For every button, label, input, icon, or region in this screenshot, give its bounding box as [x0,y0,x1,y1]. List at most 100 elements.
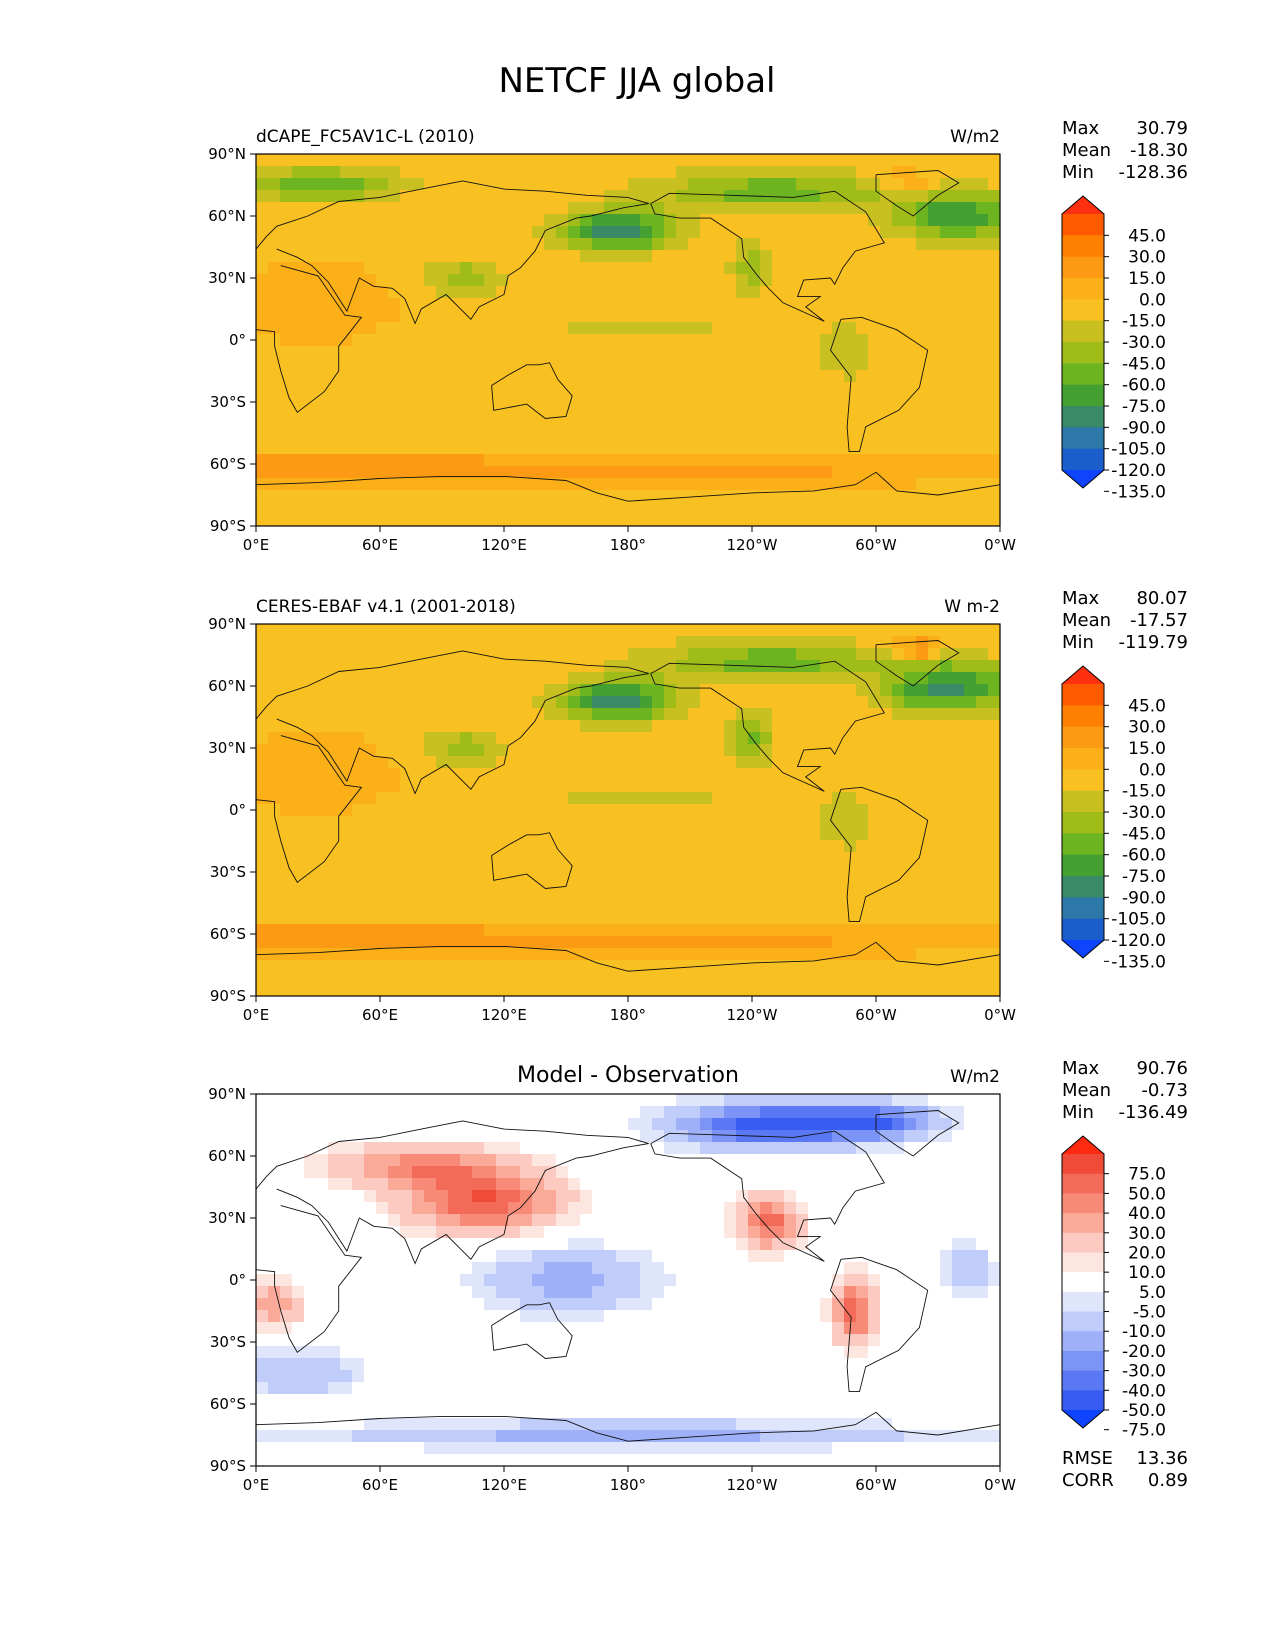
colorbar-segment [1062,214,1104,236]
lon-tick-label: 0°W [984,536,1016,554]
lat-tick-label: 90°N [208,1085,246,1103]
lon-tick-label: 0°E [243,1476,270,1494]
stat-label: Min [1062,162,1094,183]
colorbar-level-label: -45.0 [1122,824,1166,844]
colorbar-extend-min [1062,940,1104,958]
colorbar-level-label: 5.0 [1139,1283,1166,1303]
colorbar-segment [1062,1252,1104,1273]
lon-tick-label: 180° [610,1006,646,1024]
stat-value: 90.76 [1136,1058,1188,1079]
colorbar-level-label: -135.0 [1111,952,1166,972]
lon-tick-label: 0°W [984,1006,1016,1024]
figure-title: NETCF JJA global [498,61,775,101]
colorbar-level-label: -75.0 [1122,397,1166,417]
stat-value: -136.49 [1119,1102,1188,1123]
colorbar-segment [1062,1350,1104,1372]
coastlines [256,1110,1000,1442]
colorbar-segment [1062,876,1104,898]
stat-label: Max [1062,1058,1100,1079]
colorbar-level-label: -60.0 [1122,846,1166,866]
colorbar-level-label: -5.0 [1133,1303,1166,1323]
colorbar: 45.030.015.00.0-15.0-30.0-45.0-60.0-75.0… [1061,195,1166,502]
colorbar-segment [1062,342,1104,364]
colorbar-segment [1062,1232,1104,1253]
lon-tick-label: 60°E [362,536,398,554]
coastlines [256,640,1000,972]
colorbar-segment [1062,384,1104,407]
lon-tick-label: 120°W [727,1476,778,1494]
colorbar-level-label: 15.0 [1128,269,1166,289]
colorbar-level-label: 45.0 [1128,226,1166,246]
colorbar-level-label: -30.0 [1122,1362,1166,1382]
stat-value: -128.36 [1119,162,1188,183]
colorbar-level-label: -15.0 [1122,782,1166,802]
panel-units: W/m2 [950,1067,1000,1087]
lat-tick-label: 90°S [210,517,246,535]
lon-tick-label: 120°W [727,536,778,554]
colorbar-segment [1062,363,1104,386]
colorbar-level-label: 40.0 [1128,1204,1166,1224]
colorbar-segment [1062,854,1104,877]
lat-tick-label: 30°S [210,1333,246,1351]
colorbar-segment [1062,918,1104,941]
colorbar-level-label: 0.0 [1139,290,1166,310]
colorbar-level-label: -120.0 [1111,461,1166,481]
colorbar-extend-min [1062,470,1104,488]
lat-tick-label: 90°N [208,615,246,633]
colorbar-segment [1062,427,1104,450]
colorbar-level-label: -105.0 [1111,910,1166,930]
colorbar-segment [1062,1390,1104,1411]
stat-value: -17.57 [1130,610,1188,631]
stat-value: -18.30 [1130,140,1188,161]
coastlines [256,170,1000,502]
map-field [256,154,1000,526]
colorbar-segment [1062,320,1104,343]
colorbar-segment [1062,1213,1104,1234]
lat-tick-label: 30°N [208,269,246,287]
colorbar-level-label: -15.0 [1122,312,1166,332]
panel-3: Model - Observation W/m2 90°N 60°N 30°N 0° 30°… [208,1058,1188,1494]
colorbar-segment [1062,790,1104,813]
colorbar-level-label: -90.0 [1122,888,1166,908]
lon-tick-label: 60°W [855,536,897,554]
panel-left-title: dCAPE_FC5AV1C-L (2010) [256,127,475,147]
panel-units: W m-2 [944,597,1000,617]
lon-tick-label: 0°E [243,1006,270,1024]
colorbar-level-label: 15.0 [1128,739,1166,759]
panel-units: W/m2 [950,127,1000,147]
extra-stat-value: 13.36 [1136,1448,1188,1469]
lon-tick-label: 180° [610,536,646,554]
lat-tick-label: 90°N [208,145,246,163]
colorbar-segment [1062,705,1104,728]
lon-tick-label: 120°W [727,1006,778,1024]
colorbar: 45.030.015.00.0-15.0-30.0-45.0-60.0-75.0… [1061,665,1166,972]
extra-stat-label: CORR [1062,1470,1114,1491]
lat-tick-label: 30°S [210,863,246,881]
lat-tick-label: 60°S [210,1395,246,1413]
colorbar-segment [1062,1193,1104,1214]
colorbar-level-label: -10.0 [1122,1322,1166,1342]
colorbar-segment [1062,748,1104,770]
colorbar-segment [1062,726,1104,749]
lat-tick-label: 0° [229,331,246,349]
colorbar-segment [1062,1311,1104,1332]
colorbar-level-label: -30.0 [1122,803,1166,823]
lat-tick-label: 30°S [210,393,246,411]
lon-tick-label: 180° [610,1476,646,1494]
stat-label: Max [1062,588,1100,609]
colorbar-level-label: 75.0 [1128,1165,1166,1185]
colorbar-level-label: 50.0 [1128,1184,1166,1204]
stat-label: Max [1062,118,1100,139]
colorbar-level-label: -105.0 [1111,440,1166,460]
colorbar-level-label: -60.0 [1122,376,1166,396]
colorbar-level-label: -45.0 [1122,354,1166,374]
colorbar-segment [1062,833,1104,856]
extra-stat-label: RMSE [1062,1448,1113,1469]
map-field [256,1094,1000,1466]
colorbar-extend-max [1062,196,1104,214]
colorbar-level-label: -50.0 [1122,1401,1166,1421]
colorbar-level-label: 30.0 [1128,718,1166,738]
colorbar-segment [1062,278,1104,300]
lat-tick-label: 30°N [208,1209,246,1227]
